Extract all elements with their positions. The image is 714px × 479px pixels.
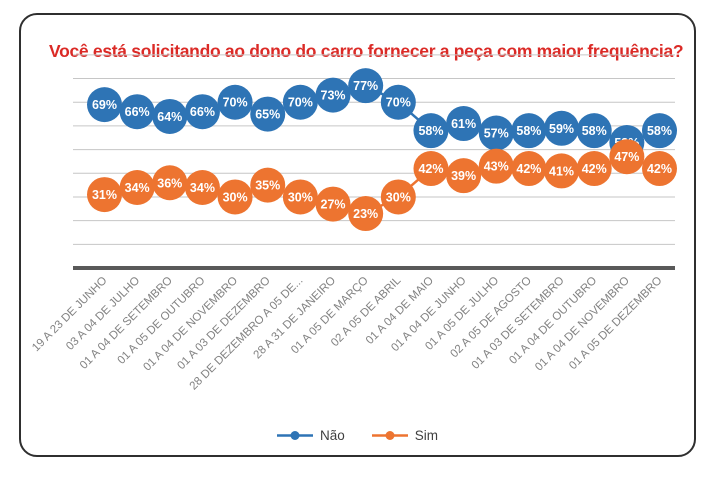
sim-line-marker-icon <box>371 431 408 440</box>
legend: Não Sim <box>0 428 714 443</box>
legend-item-sim: Sim <box>371 428 438 443</box>
chart-frame: Você está solicitando ao dono do carro f… <box>19 13 696 457</box>
legend-dot <box>290 431 300 440</box>
legend-item-nao: Não <box>276 428 345 443</box>
legend-label-nao: Não <box>319 428 345 443</box>
legend-dot <box>385 431 395 440</box>
nao-line-marker-icon <box>276 431 313 440</box>
legend-label-sim: Sim <box>414 428 438 443</box>
chart-title: Você está solicitando ao dono do carro f… <box>49 41 684 61</box>
